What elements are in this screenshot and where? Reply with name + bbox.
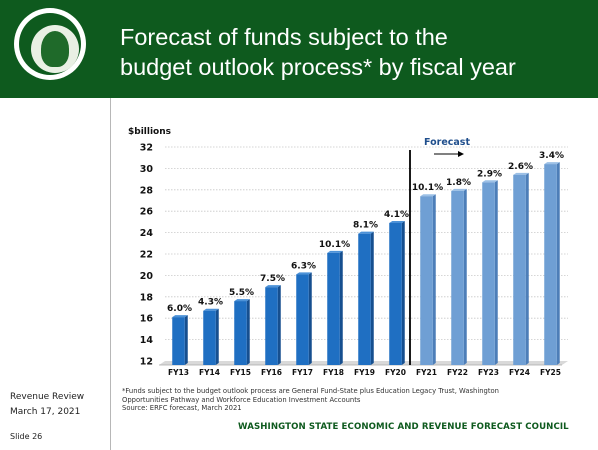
washington-state-seal-icon (14, 8, 86, 80)
bar-fy25 (544, 164, 557, 365)
y-tick-label: 20 (140, 271, 154, 282)
bar-side (370, 231, 374, 365)
bar-side (463, 188, 467, 365)
y-tick-label: 30 (140, 164, 154, 175)
y-tick-label: 24 (140, 228, 154, 239)
x-tick-label: FY17 (292, 368, 313, 377)
bar-value-label: 3.4% (539, 151, 564, 161)
x-tick-label: FY23 (478, 368, 499, 377)
forecast-label: Forecast (424, 137, 470, 148)
footnote-line-1: *Funds subject to the budget outlook pro… (122, 387, 499, 395)
bar-fy21 (420, 196, 433, 365)
bar-top (358, 231, 374, 234)
bar-top (389, 220, 405, 223)
header-banner: Forecast of funds subject to the budget … (0, 0, 598, 98)
bar-value-label: 5.5% (229, 288, 254, 298)
bar-value-label: 10.1% (412, 183, 443, 193)
bar-top (234, 299, 250, 302)
x-tick-label: FY21 (416, 368, 437, 377)
bar-fy20 (389, 222, 402, 365)
bar-value-label: 7.5% (260, 274, 285, 284)
x-tick-label: FY24 (509, 368, 530, 377)
footnote-line-2: Opportunities Pathway and Workforce Educ… (122, 395, 361, 404)
bar-value-label: 2.9% (477, 169, 502, 179)
bar-value-label: 6.0% (167, 304, 192, 314)
y-tick-label: 28 (140, 185, 154, 196)
bar-side (184, 315, 188, 365)
x-tick-label: FY14 (199, 368, 220, 377)
bar-side (401, 220, 405, 365)
bar-value-label: 4.1% (384, 210, 409, 220)
x-tick-label: FY15 (230, 368, 251, 377)
bar-value-label: 6.3% (291, 261, 316, 271)
bar-top (203, 308, 219, 311)
bar-value-label: 4.3% (198, 298, 223, 308)
forecast-arrow-icon (458, 151, 464, 157)
sidebar-divider (110, 98, 111, 450)
y-tick-label: 26 (140, 207, 154, 218)
bar-value-label: 10.1% (319, 240, 350, 250)
bar-fy14 (203, 310, 216, 365)
bar-side (432, 194, 436, 365)
bar-top (265, 285, 281, 288)
slide-title-line-2: budget outlook process* by fiscal year (120, 54, 516, 80)
bar-side (277, 285, 281, 365)
report-name: Revenue Review (10, 392, 85, 402)
bar-value-label: 1.8% (446, 178, 471, 188)
bar-value-label: 2.6% (508, 162, 533, 172)
bar-side (494, 180, 498, 365)
bar-fy13 (172, 317, 185, 365)
bar-fy18 (327, 252, 340, 365)
bar-fy23 (482, 182, 495, 365)
bar-fy15 (234, 301, 247, 365)
slide-number: Slide 26 (10, 432, 43, 441)
x-tick-label: FY25 (540, 368, 561, 377)
bar-top (296, 272, 312, 275)
bar-side (308, 272, 312, 365)
report-date: March 17, 2021 (10, 407, 81, 417)
x-tick-label: FY13 (168, 368, 189, 377)
slide-title: Forecast of funds subject to the budget … (120, 22, 590, 82)
y-tick-label: 16 (140, 314, 154, 325)
x-tick-label: FY16 (261, 368, 282, 377)
bar-fy24 (513, 174, 526, 365)
bar-top (482, 180, 498, 183)
bar-value-label: 8.1% (353, 221, 378, 231)
bar-fy17 (296, 274, 309, 365)
bar-top (420, 194, 436, 197)
bar-side (246, 299, 250, 365)
bar-fy16 (265, 287, 278, 365)
bar-top (544, 162, 560, 165)
y-tick-label: 12 (140, 357, 153, 368)
bar-side (556, 162, 560, 365)
y-axis-label: $billions (128, 127, 171, 137)
bar-side (215, 308, 219, 365)
council-name: WASHINGTON STATE ECONOMIC AND REVENUE FO… (238, 422, 569, 432)
bar-side (525, 172, 529, 365)
bar-fy22 (451, 190, 464, 365)
bar-top (327, 250, 343, 253)
y-tick-label: 14 (140, 335, 154, 346)
chart-footnote: *Funds subject to the budget outlook pro… (122, 387, 552, 413)
bar-top (513, 172, 529, 175)
footnote-source: Source: ERFC forecast, March 2021 (122, 404, 242, 413)
x-tick-label: FY20 (385, 368, 406, 377)
x-tick-label: FY18 (323, 368, 344, 377)
x-tick-label: FY22 (447, 368, 468, 377)
bar-side (339, 250, 343, 365)
bar-top (451, 188, 467, 191)
funds-bar-chart: 12 14 16 18 20 22 24 26 28 30 32 $billions 6.0% FY13 4… (128, 127, 568, 377)
bar-top (172, 315, 188, 318)
slide-title-line-1: Forecast of funds subject to the (120, 24, 448, 50)
y-tick-label: 32 (140, 143, 153, 154)
x-tick-label: FY19 (354, 368, 375, 377)
y-tick-label: 18 (140, 292, 154, 303)
bar-fy19 (358, 233, 371, 365)
y-tick-label: 22 (140, 250, 153, 261)
